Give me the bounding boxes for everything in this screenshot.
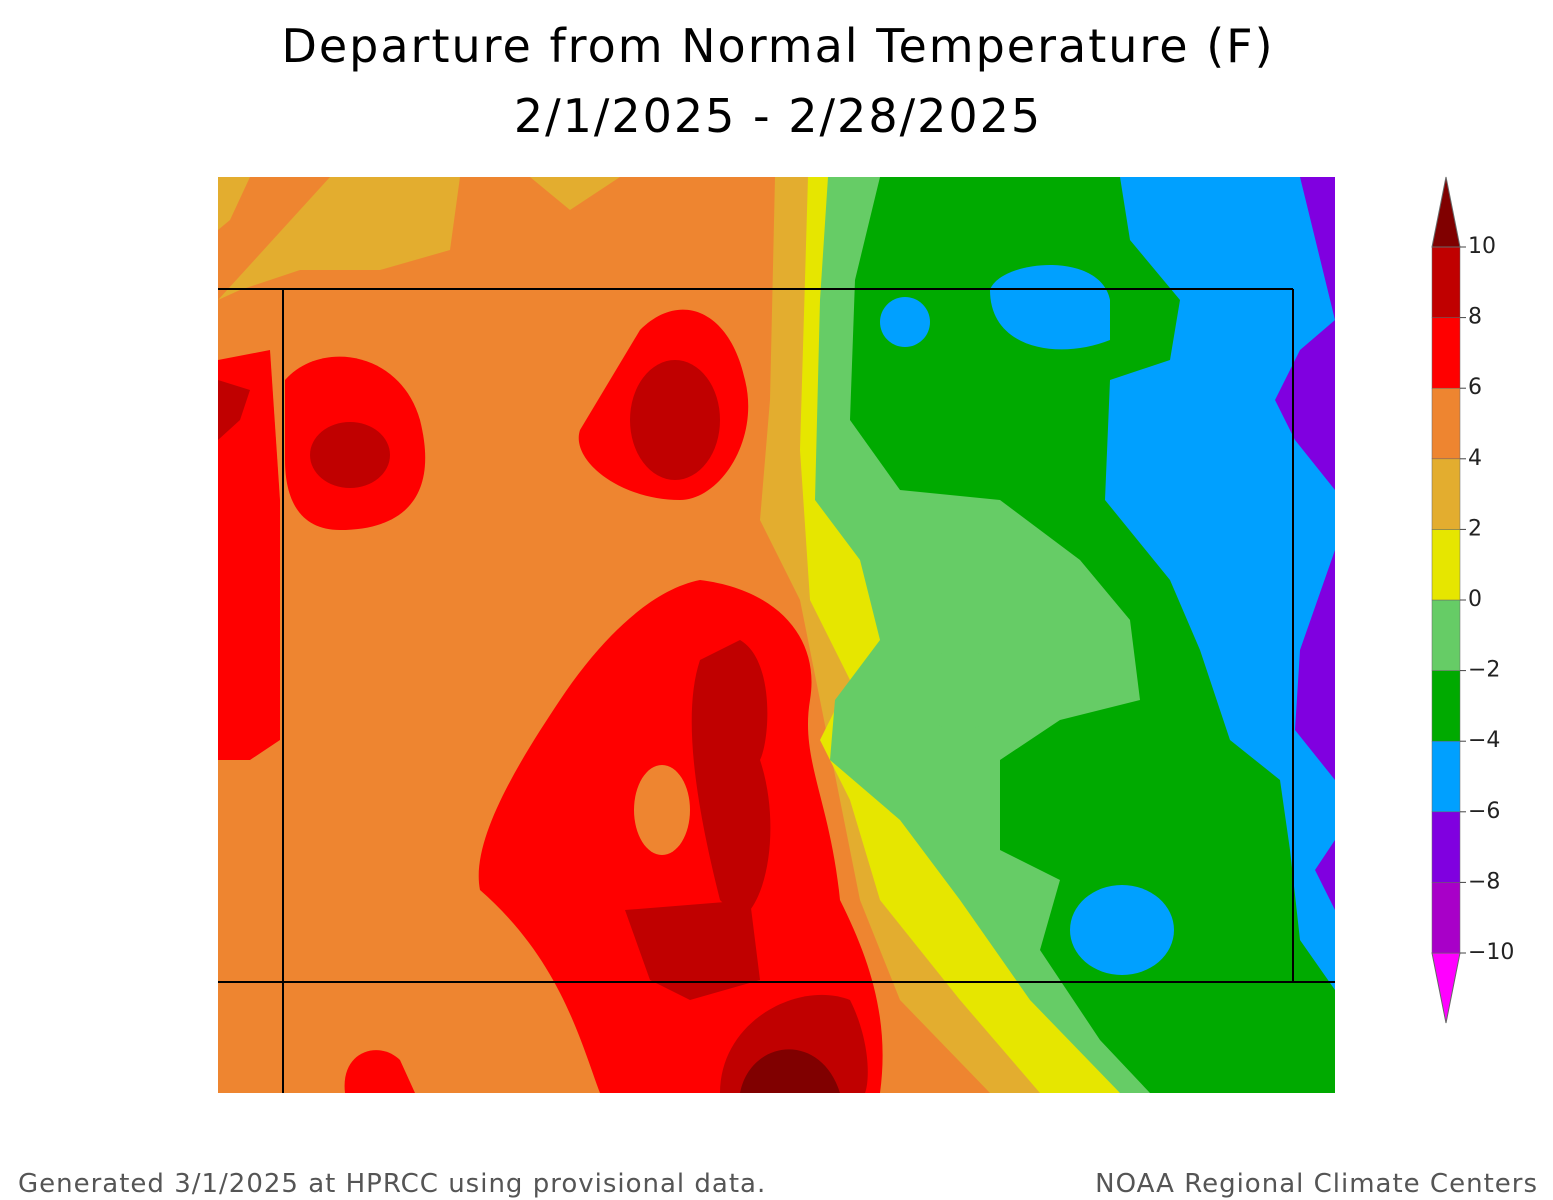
title-line-2: 2/1/2025 - 2/28/2025 bbox=[514, 89, 1042, 143]
footer-left: Generated 3/1/2025 at HPRCC using provis… bbox=[18, 1169, 766, 1199]
legend-swatch bbox=[1431, 317, 1461, 389]
legend-swatch bbox=[1431, 740, 1461, 813]
legend-swatch bbox=[1431, 882, 1461, 954]
legend-tick-label: −6 bbox=[1468, 799, 1500, 824]
legend-swatch bbox=[1431, 952, 1461, 1024]
legend-swatch bbox=[1431, 670, 1461, 742]
legend-swatch bbox=[1431, 458, 1461, 530]
title-line-1: Departure from Normal Temperature (F) bbox=[281, 19, 1274, 73]
legend-tick-label: −4 bbox=[1468, 728, 1500, 753]
legend-tick-label: −8 bbox=[1468, 869, 1500, 894]
legend-swatch bbox=[1431, 387, 1461, 460]
legend-tick-label: −2 bbox=[1468, 658, 1500, 683]
legend-tick-label: 6 bbox=[1468, 375, 1482, 400]
legend-tick-label: −10 bbox=[1468, 940, 1514, 965]
legend-swatch bbox=[1431, 529, 1461, 601]
legend-tick-label: 2 bbox=[1468, 516, 1482, 541]
footer-right: NOAA Regional Climate Centers bbox=[1095, 1169, 1538, 1199]
legend-swatch bbox=[1431, 176, 1461, 248]
legend-tick-label: 10 bbox=[1468, 234, 1496, 259]
legend-swatch bbox=[1431, 599, 1461, 671]
legend-tick-label: 4 bbox=[1468, 446, 1482, 471]
legend-tick-label: 8 bbox=[1468, 305, 1482, 330]
legend-swatch bbox=[1431, 246, 1461, 318]
legend-swatch bbox=[1431, 811, 1461, 883]
legend-tick-label: 0 bbox=[1468, 587, 1482, 612]
map bbox=[218, 177, 1335, 1093]
